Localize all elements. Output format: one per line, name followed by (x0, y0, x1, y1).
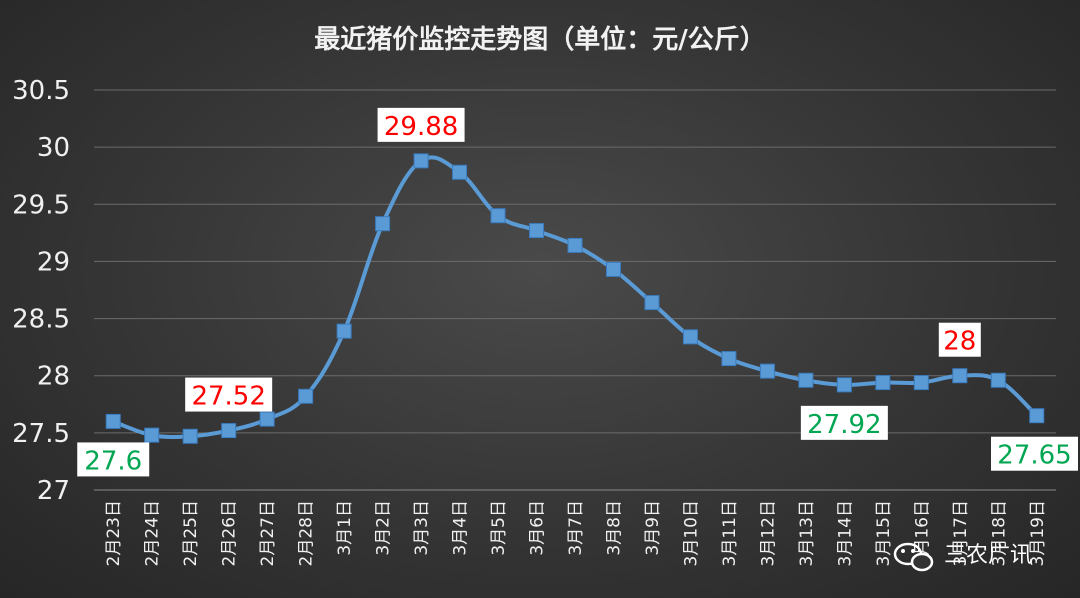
x-tick-label: 3月5日 (489, 500, 509, 556)
max-data-label: 29.88 (384, 112, 458, 142)
x-tick-label: 3月8日 (604, 500, 624, 556)
data-point (259, 411, 275, 427)
data-point (682, 329, 698, 345)
data-label-bg (77, 442, 150, 477)
data-point (105, 413, 121, 429)
data-point (182, 428, 198, 444)
x-tick-label: 3月3日 (412, 500, 432, 556)
x-tick-label: 3月6日 (528, 500, 548, 556)
x-tick-label: 3月16日 (912, 500, 932, 566)
x-tick-label: 3月15日 (874, 500, 894, 566)
x-tick-label: 2月28日 (297, 500, 317, 566)
wechat-logo-icon (893, 542, 934, 572)
min-data-label: 27.65 (997, 441, 1071, 471)
data-point (298, 388, 314, 404)
watermark-text: 三农广讯 (944, 543, 1032, 568)
x-tick-label: 2月25日 (181, 500, 201, 566)
y-tick-label: 30 (37, 133, 70, 163)
data-label-bg (800, 405, 888, 440)
y-tick-label: 28 (37, 362, 70, 392)
data-point (759, 363, 775, 379)
watermark: 三农广讯 (893, 542, 1032, 572)
x-tick-label: 3月18日 (989, 500, 1009, 566)
data-point (375, 216, 391, 232)
data-point (913, 375, 929, 391)
chart-title: 最近猪价监控走势图（单位：元/公斤） (314, 24, 766, 55)
data-point (605, 261, 621, 277)
data-point (836, 377, 852, 393)
x-tick-label: 3月2日 (374, 500, 394, 556)
min-data-label: 27.6 (84, 446, 142, 476)
data-label-bg (991, 436, 1078, 471)
data-point (490, 208, 506, 224)
data-point (336, 323, 352, 339)
x-tick-label: 3月14日 (835, 500, 855, 566)
data-point (413, 153, 429, 169)
x-tick-label: 3月11日 (720, 500, 740, 566)
data-point (798, 372, 814, 388)
data-label-bg (938, 322, 981, 357)
data-point (1029, 408, 1045, 424)
y-tick-label: 27.5 (12, 419, 70, 449)
data-point (644, 295, 660, 311)
data-point (952, 368, 968, 384)
y-tick-label: 28.5 (12, 305, 70, 335)
x-tick-label: 3月4日 (451, 500, 471, 556)
x-tick-label: 2月26日 (220, 500, 240, 566)
data-point (875, 375, 891, 391)
data-point (144, 427, 160, 443)
y-tick-label: 29.5 (12, 190, 70, 220)
max-data-label: 28 (943, 327, 976, 357)
data-point (567, 237, 583, 253)
y-tick-label: 30.5 (12, 76, 70, 106)
x-axis-ticks: 2月23日 2月24日 2月25日 2月26日 2月27日 2月28日 3月1日 3月2日 3月… (104, 500, 1048, 566)
x-tick-label: 3月9日 (643, 500, 663, 556)
series-markers (105, 153, 1045, 444)
y-tick-label: 29 (37, 247, 70, 277)
x-tick-label: 3月12日 (758, 500, 778, 566)
x-tick-label: 3月19日 (1028, 500, 1048, 566)
y-axis-ticks: 27 27.5 28 28.5 29 29.5 30 30.5 (12, 76, 70, 506)
y-tick-label: 27 (37, 476, 70, 506)
data-label-bg (377, 107, 465, 142)
min-data-label: 27.92 (807, 410, 881, 440)
x-tick-label: 3月13日 (797, 500, 817, 566)
data-label-bg (185, 377, 273, 412)
data-point (452, 164, 468, 180)
data-labels: 27.6 27.52 29.88 27.92 28 27.65 (77, 107, 1078, 477)
data-point (221, 423, 237, 439)
data-point (529, 223, 545, 239)
x-tick-label: 3月10日 (681, 500, 701, 566)
max-data-label: 27.52 (191, 382, 265, 412)
x-tick-label: 3月1日 (335, 500, 355, 556)
gridlines (94, 89, 1056, 491)
data-point (721, 351, 737, 367)
data-point (990, 372, 1006, 388)
x-tick-label: 3月17日 (951, 500, 971, 566)
x-tick-label: 2月23日 (104, 500, 124, 566)
x-tick-label: 2月24日 (143, 500, 163, 566)
x-tick-label: 2月27日 (258, 500, 278, 566)
x-tick-label: 3月7日 (566, 500, 586, 556)
